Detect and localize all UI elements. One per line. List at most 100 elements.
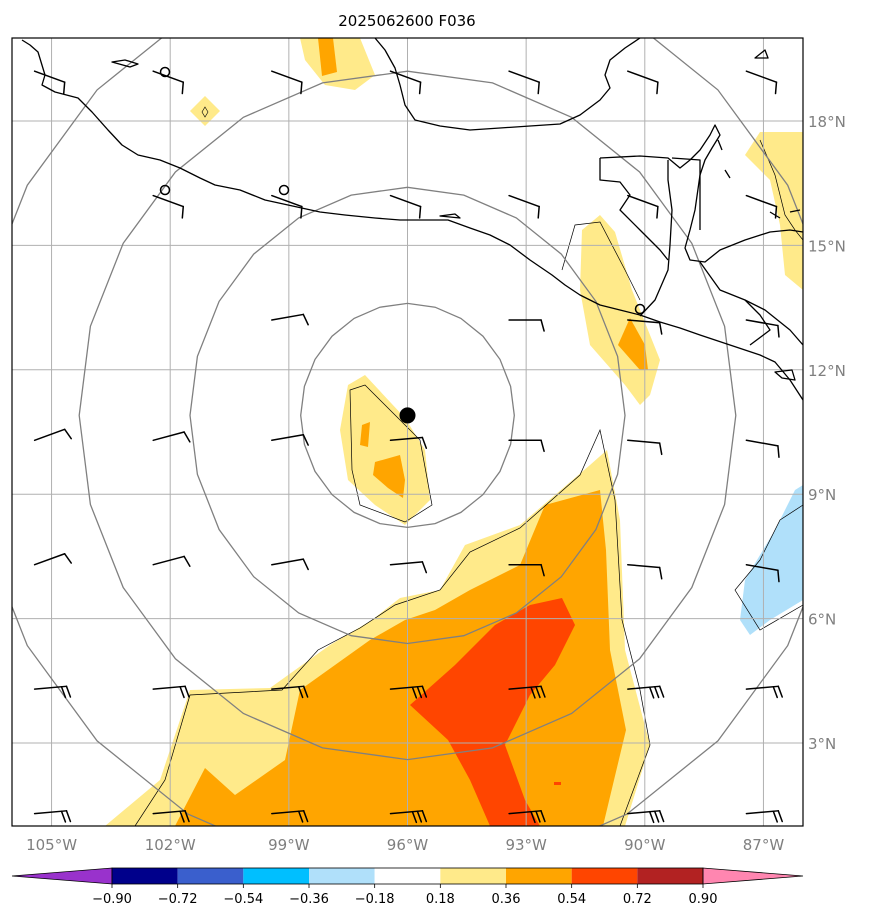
wind-barb xyxy=(745,439,780,458)
storm-center-marker xyxy=(399,407,416,424)
plot-frame xyxy=(11,37,804,827)
contour-south xyxy=(134,428,651,826)
wind-barb xyxy=(508,194,540,219)
figure-title: 2025062600 F036 xyxy=(338,12,475,30)
wind-barb xyxy=(627,70,659,95)
wind-barb xyxy=(389,810,428,824)
field-region-north-light xyxy=(300,38,375,90)
border-honduras xyxy=(699,261,771,346)
wind-barb xyxy=(508,810,546,824)
wind-barb xyxy=(33,810,72,823)
wind-barb xyxy=(33,553,73,566)
coastline-mexico-pacific xyxy=(21,39,803,401)
coastline-islands xyxy=(111,49,801,381)
calm-markers xyxy=(159,66,646,315)
longitude-labels: 105°W 102°W 99°W 96°W 93°W 90°W 87°W xyxy=(26,836,784,854)
colorbar-tick-label: 0.54 xyxy=(557,892,586,907)
border-nicaragua xyxy=(744,299,803,346)
wind-barb xyxy=(152,685,190,699)
field-spot-north-diamond-core xyxy=(201,106,209,118)
colorbar-bin xyxy=(506,868,572,884)
wind-barb xyxy=(508,685,546,699)
colorbar-bin xyxy=(374,868,441,884)
field-region-north-orange xyxy=(318,38,337,76)
wind-barb xyxy=(271,810,309,823)
colorbar-bin xyxy=(637,868,703,884)
wind-barb xyxy=(627,685,665,699)
graticule xyxy=(12,38,803,826)
wind-barb xyxy=(271,558,309,571)
wind-barb xyxy=(745,685,783,699)
calm-wind-marker xyxy=(634,303,646,315)
colorbar-frame xyxy=(111,867,704,885)
shaded-field-layer xyxy=(105,38,803,826)
border-belize xyxy=(671,157,701,230)
colorbar-tick-label: −0.18 xyxy=(355,892,395,907)
field-spot-red-small xyxy=(554,782,561,785)
wind-barb xyxy=(508,319,545,332)
field-region-southeast-blue xyxy=(740,485,803,635)
colorbar: −0.90 −0.72 −0.54 −0.36 −0.18 0.18 0.36 0.54 0.7… xyxy=(11,867,804,907)
wind-barb xyxy=(627,563,663,580)
wind-barb-layer xyxy=(33,70,783,824)
map-plot-area xyxy=(12,38,803,826)
colorbar-tick-label: −0.54 xyxy=(223,892,263,907)
contour-center xyxy=(349,384,433,523)
wind-barb xyxy=(271,70,303,95)
field-region-south-red xyxy=(410,598,575,826)
colorbar-tick-label: −0.72 xyxy=(158,892,198,907)
range-ring xyxy=(78,70,737,761)
wind-barb xyxy=(745,319,780,338)
wind-barb xyxy=(627,319,663,335)
wind-barb xyxy=(152,70,185,95)
latitude-tick-label: 15°N xyxy=(808,237,846,255)
colorbar-tick-label: −0.90 xyxy=(92,892,132,907)
colorbar-tick-label: 0.36 xyxy=(492,892,521,907)
colorbar-tick-label: 0.90 xyxy=(689,892,718,907)
wind-barb xyxy=(271,433,309,446)
field-region-center-orange-b xyxy=(373,455,405,498)
wind-barb xyxy=(33,70,66,95)
wind-barb xyxy=(152,431,191,443)
wind-barb xyxy=(627,810,665,824)
latitude-tick-label: 3°N xyxy=(808,735,836,753)
latitude-tick-label: 6°N xyxy=(808,611,836,629)
wind-barb xyxy=(389,436,428,449)
wind-barb xyxy=(508,70,540,95)
colorbar-tick-label: 0.18 xyxy=(426,892,455,907)
colorbar-tick-label: 0.72 xyxy=(623,892,652,907)
wind-barb xyxy=(271,685,309,699)
colorbar-bin xyxy=(440,868,506,884)
field-region-center-orange-a xyxy=(360,422,370,447)
coastline-yucatan xyxy=(599,124,803,263)
latitude-tick-label: 12°N xyxy=(808,362,846,380)
border-mexico-guatemala xyxy=(639,160,673,317)
field-region-northeast-light xyxy=(745,132,803,290)
wind-barb xyxy=(389,194,422,219)
field-region-south-orange xyxy=(175,490,626,826)
calm-wind-marker xyxy=(278,184,290,196)
colorbar-bin xyxy=(309,868,375,884)
colorbar-extend-low xyxy=(11,867,113,885)
contour-northeast xyxy=(759,139,803,241)
wind-barb xyxy=(627,194,659,219)
wind-barb xyxy=(389,685,428,699)
colorbar-bin xyxy=(571,868,638,884)
longitude-tick-label: 99°W xyxy=(268,836,310,854)
range-rings xyxy=(12,38,803,826)
colorbar-tick-label: −0.36 xyxy=(289,892,329,907)
colorbar-bin xyxy=(177,868,244,884)
longitude-tick-label: 90°W xyxy=(624,836,666,854)
longitude-tick-label: 87°W xyxy=(743,836,785,854)
wind-barb xyxy=(745,810,783,823)
range-ring xyxy=(300,302,515,529)
wind-barb xyxy=(508,563,545,577)
wind-barb xyxy=(745,563,780,583)
range-ring xyxy=(189,186,626,645)
colorbar-extend-high xyxy=(702,867,804,885)
latitude-labels: 3°N 6°N 9°N 12°N 15°N 18°N xyxy=(808,113,846,753)
wind-barb xyxy=(271,194,303,219)
colorbar-bin xyxy=(112,868,178,884)
latitude-tick-label: 18°N xyxy=(808,113,846,131)
